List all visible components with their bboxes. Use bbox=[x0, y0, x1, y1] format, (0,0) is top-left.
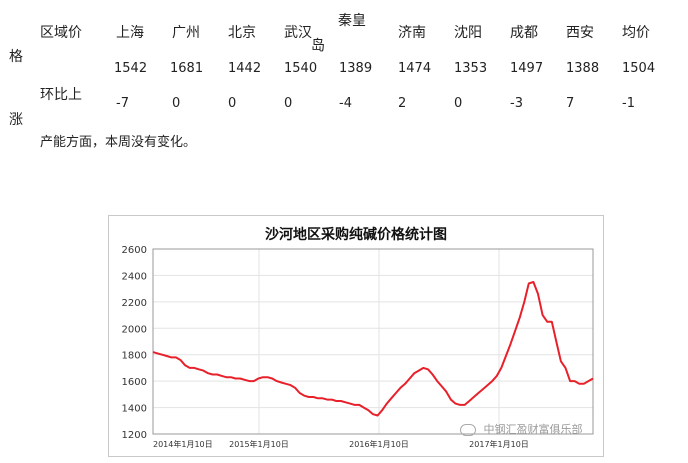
change-jinan: 2 bbox=[398, 96, 407, 111]
price-chart-svg: 沙河地区采购纯碱价格统计图 1200 1400 1600 1800 2000 2200 24… bbox=[122, 226, 594, 449]
header-shenyang: 沈阳 bbox=[454, 25, 482, 41]
chart-axes: 1200 1400 1600 1800 2000 2200 2400 2600 2014年1月1… bbox=[122, 245, 594, 449]
y-tick-label: 1800 bbox=[122, 351, 147, 362]
y-tick-label: 1200 bbox=[122, 430, 147, 441]
price-shenyang: 1353 bbox=[454, 61, 488, 76]
change-average: -1 bbox=[622, 96, 635, 111]
price-xian: 1388 bbox=[566, 61, 600, 76]
header-xian: 西安 bbox=[566, 25, 594, 41]
plot-area-border bbox=[152, 248, 594, 435]
change-shenyang: 0 bbox=[454, 96, 463, 111]
header-average: 均价 bbox=[622, 25, 650, 41]
header-qinhuangdao-main: 秦皇 bbox=[338, 13, 366, 29]
change-wuhan: 0 bbox=[284, 96, 293, 111]
y-tick-label: 2000 bbox=[122, 324, 147, 335]
header-wuhan: 武汉 bbox=[284, 25, 312, 41]
price-chengdu: 1497 bbox=[510, 61, 544, 76]
watermark-text: 中钢汇盈财富俱乐部 bbox=[483, 423, 583, 436]
capacity-note: 产能方面，本周没有变化。 bbox=[40, 135, 197, 150]
header-shanghai: 上海 bbox=[116, 25, 144, 41]
watermark: 中钢汇盈财富俱乐部 bbox=[460, 421, 583, 437]
price-guangzhou: 1681 bbox=[170, 61, 204, 76]
header-chengdu: 成都 bbox=[510, 25, 538, 41]
change-qinhuangdao: -4 bbox=[339, 96, 352, 111]
change-xian: 7 bbox=[566, 96, 575, 111]
chart-grid bbox=[152, 248, 593, 435]
x-tick-label: 2017年1月10日 bbox=[469, 439, 529, 449]
y-tick-label: 2400 bbox=[122, 271, 147, 282]
price-chart: 沙河地区采购纯碱价格统计图 1200 1400 1600 1800 2000 2200 24… bbox=[108, 215, 604, 457]
header-qinhuangdao: 秦皇 bbox=[338, 10, 366, 30]
change-beijing: 0 bbox=[228, 96, 237, 111]
y-tick-label: 2200 bbox=[122, 298, 147, 309]
row-label-change-side: 涨 bbox=[9, 112, 23, 128]
y-tick-label: 1600 bbox=[122, 377, 147, 388]
chart-title: 沙河地区采购纯碱价格统计图 bbox=[265, 226, 447, 243]
chart-series-layer bbox=[152, 281, 594, 417]
price-qinhuangdao: 1389 bbox=[339, 61, 373, 76]
y-tick-label: 1400 bbox=[122, 404, 147, 415]
price-jinan: 1474 bbox=[398, 61, 432, 76]
price-wuhan: 1540 bbox=[284, 61, 318, 76]
row-header-region-price: 区域价 bbox=[40, 25, 82, 41]
header-guangzhou: 广州 bbox=[172, 25, 200, 41]
x-tick-label: 2014年1月10日 bbox=[153, 439, 213, 449]
y-tick-label: 2600 bbox=[122, 245, 147, 256]
row-label-price-side: 格 bbox=[9, 49, 23, 65]
header-qinhuangdao-suffix: 岛 bbox=[311, 38, 325, 54]
header-jinan: 济南 bbox=[398, 25, 426, 41]
x-tick-label: 2015年1月10日 bbox=[229, 439, 289, 449]
price-shanghai: 1542 bbox=[114, 61, 148, 76]
x-tick-label: 2016年1月10日 bbox=[349, 439, 409, 449]
header-beijing: 北京 bbox=[228, 25, 256, 41]
change-shanghai: -7 bbox=[116, 96, 129, 111]
price-average: 1504 bbox=[622, 61, 656, 76]
price-beijing: 1442 bbox=[228, 61, 262, 76]
change-guangzhou: 0 bbox=[172, 96, 181, 111]
row-header-mom-change: 环比上 bbox=[40, 87, 82, 103]
change-chengdu: -3 bbox=[510, 96, 523, 111]
price-series-line-0 bbox=[152, 281, 594, 417]
wechat-icon bbox=[460, 424, 476, 436]
